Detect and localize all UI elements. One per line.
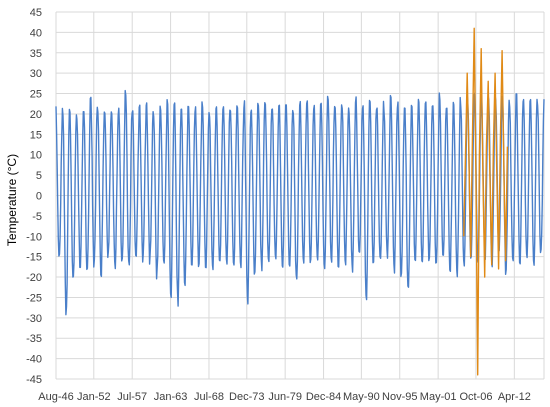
y-tick-label: 20 <box>30 109 42 121</box>
x-tick-label: Jan-52 <box>77 391 111 403</box>
y-tick-label: -25 <box>26 292 42 304</box>
series-2-line <box>463 27 509 376</box>
chart-series <box>55 27 545 376</box>
y-tick-label: -45 <box>26 374 42 386</box>
x-tick-label: Dec-73 <box>229 391 264 403</box>
x-tick-label: Jan-63 <box>154 391 188 403</box>
x-tick-label: May-01 <box>420 391 457 403</box>
y-tick-label: -5 <box>32 211 42 223</box>
y-tick-label: 10 <box>30 150 42 162</box>
y-tick-label: 0 <box>36 191 42 203</box>
y-tick-label: 25 <box>30 89 42 101</box>
y-tick-label: 35 <box>30 48 42 60</box>
y-tick-label: -10 <box>26 231 42 243</box>
x-tick-label: Dec-84 <box>306 391 341 403</box>
x-tick-label: Jun-79 <box>268 391 302 403</box>
x-tick-label: Apr-12 <box>498 391 531 403</box>
series-1-line <box>55 89 545 316</box>
y-axis-tick-labels: -45 -40 -35 -30 -25 -20 -15 -10 -5 0 5 10 15 20 25 30 35… <box>26 7 42 386</box>
x-tick-label: May-90 <box>343 391 380 403</box>
chart-gridlines <box>55 11 545 380</box>
y-tick-label: -30 <box>26 313 42 325</box>
x-axis-tick-labels: Aug-46 Jan-52 Jul-57 Jan-63 Jul-68 Dec-73 Jun-… <box>38 391 531 403</box>
y-tick-label: 40 <box>30 27 42 39</box>
x-tick-label: Oct-06 <box>459 391 492 403</box>
y-tick-label: -15 <box>26 252 42 264</box>
x-tick-label: Nov-95 <box>382 391 417 403</box>
y-tick-label: -20 <box>26 272 42 284</box>
y-tick-label: -40 <box>26 354 42 366</box>
x-tick-label: Jul-57 <box>117 391 147 403</box>
y-tick-label: 45 <box>30 7 42 19</box>
y-tick-label: -35 <box>26 333 42 345</box>
y-tick-label: 5 <box>36 170 42 182</box>
y-tick-label: 15 <box>30 129 42 141</box>
x-tick-label: Jul-68 <box>194 391 224 403</box>
x-tick-label: Aug-46 <box>38 391 73 403</box>
y-axis-title: Temperature (°C) <box>5 154 19 246</box>
y-tick-label: 30 <box>30 68 42 80</box>
